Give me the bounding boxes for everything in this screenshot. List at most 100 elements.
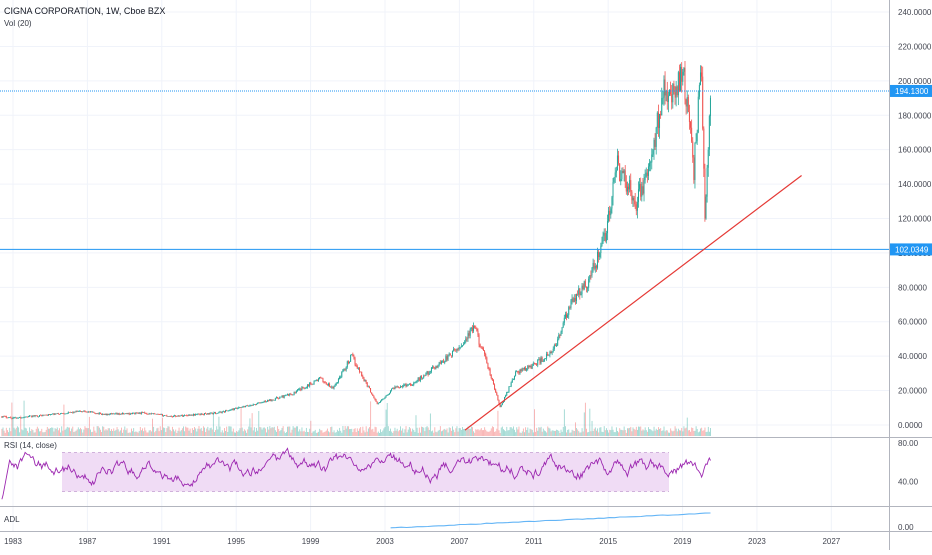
volume-bar [458, 428, 460, 436]
volume-bar [59, 428, 60, 436]
candle-body [559, 334, 561, 336]
rsi-indicator-label[interactable]: RSI (14, close) [4, 441, 57, 450]
candle-body [109, 413, 111, 415]
volume-bar [295, 426, 297, 436]
volume-bar [156, 428, 158, 436]
candle-body [661, 97, 663, 116]
volume-bar [329, 432, 331, 436]
volume-bar [359, 428, 360, 436]
volume-bar [317, 432, 318, 436]
volume-bar [447, 432, 449, 436]
volume-bar [452, 426, 453, 436]
volume-indicator-label[interactable]: Vol (20) [4, 19, 32, 28]
volume-bar [479, 429, 481, 436]
volume-bar [266, 432, 267, 436]
volume-bar [467, 426, 469, 436]
volume-bar [144, 427, 146, 436]
candle-body [226, 410, 228, 412]
candle-body [124, 413, 126, 415]
candle-body [420, 376, 422, 379]
candle-body [238, 407, 240, 409]
volume-bar [253, 427, 255, 436]
candle-body [244, 405, 246, 407]
candle-body [32, 415, 34, 417]
volume-bar [195, 428, 197, 436]
candle-body [561, 327, 563, 333]
candle-body [709, 97, 711, 117]
candle-body [118, 413, 120, 415]
volume-bar [154, 432, 156, 436]
volume-bar [431, 431, 432, 436]
candle-body [157, 413, 159, 415]
volume-bar [421, 426, 422, 436]
volume-bar [93, 426, 95, 436]
candle-body [52, 413, 54, 415]
volume-bar [434, 427, 436, 436]
volume-bar [15, 427, 17, 436]
candle-body [243, 406, 245, 407]
volume-bar [75, 430, 77, 436]
candle-body [202, 414, 204, 416]
candle-body [312, 383, 314, 385]
candle-body [554, 345, 556, 346]
candle-body [136, 412, 138, 414]
volume-bar [638, 426, 639, 436]
volume-bar [331, 426, 333, 436]
candle-body [406, 384, 408, 387]
candle-body [665, 90, 667, 96]
volume-bar [690, 431, 692, 436]
volume-bar [498, 430, 500, 436]
candle-body [35, 415, 37, 416]
candle-body [115, 413, 117, 414]
volume-bar [600, 427, 602, 436]
volume-bar [12, 416, 14, 436]
volume-bar [260, 427, 262, 436]
volume-bar [381, 432, 383, 436]
volume-bar [375, 427, 377, 436]
candle-body [314, 380, 316, 382]
volume-bar [218, 416, 220, 436]
volume-bar [487, 431, 489, 436]
volume-bar [704, 427, 706, 436]
candle-body [341, 371, 343, 377]
adl-indicator-label[interactable]: ADL [4, 515, 20, 524]
volume-bar [384, 426, 386, 436]
volume-bar [30, 431, 32, 436]
volume-bar [584, 402, 586, 436]
candle-body [685, 99, 687, 107]
candle-body [693, 157, 695, 180]
volume-bar [256, 427, 258, 436]
candle-body [46, 414, 48, 416]
candle-body [55, 413, 57, 415]
candle-body [137, 413, 139, 414]
volume-bar [697, 432, 699, 436]
candle-body [154, 413, 156, 415]
volume-bar [594, 427, 596, 436]
candle-body [302, 386, 304, 388]
candle-body [75, 411, 77, 413]
volume-bar [2, 427, 4, 436]
candle-body [642, 186, 644, 194]
volume-bar [480, 428, 482, 436]
time-tick-label: 2003 [376, 537, 394, 546]
volume-bar [577, 429, 579, 436]
candle-body [68, 412, 70, 413]
volume-bar [424, 431, 426, 436]
volume-bar [220, 432, 222, 436]
volume-bar [311, 432, 313, 436]
volume-bar [477, 429, 479, 436]
candle-body [326, 384, 328, 386]
candle-body [587, 287, 589, 289]
candle-body [229, 410, 231, 411]
candle-body [258, 402, 260, 404]
volume-bar [225, 431, 227, 436]
volume-bar [189, 428, 191, 436]
volume-bar [111, 429, 112, 436]
candle-body [47, 414, 49, 416]
candle-body [282, 395, 284, 398]
volume-bar [261, 429, 263, 436]
candle-body [401, 386, 403, 388]
candle-body [343, 369, 345, 370]
